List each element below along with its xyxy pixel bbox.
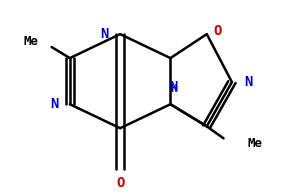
- Text: Me: Me: [247, 136, 262, 150]
- Text: N: N: [245, 75, 253, 89]
- Text: O: O: [214, 24, 222, 38]
- Text: H: H: [170, 83, 177, 94]
- Text: N: N: [169, 80, 178, 94]
- Text: N: N: [101, 27, 109, 41]
- Text: Me: Me: [23, 35, 38, 48]
- Text: N: N: [50, 97, 59, 111]
- Text: O: O: [116, 176, 124, 190]
